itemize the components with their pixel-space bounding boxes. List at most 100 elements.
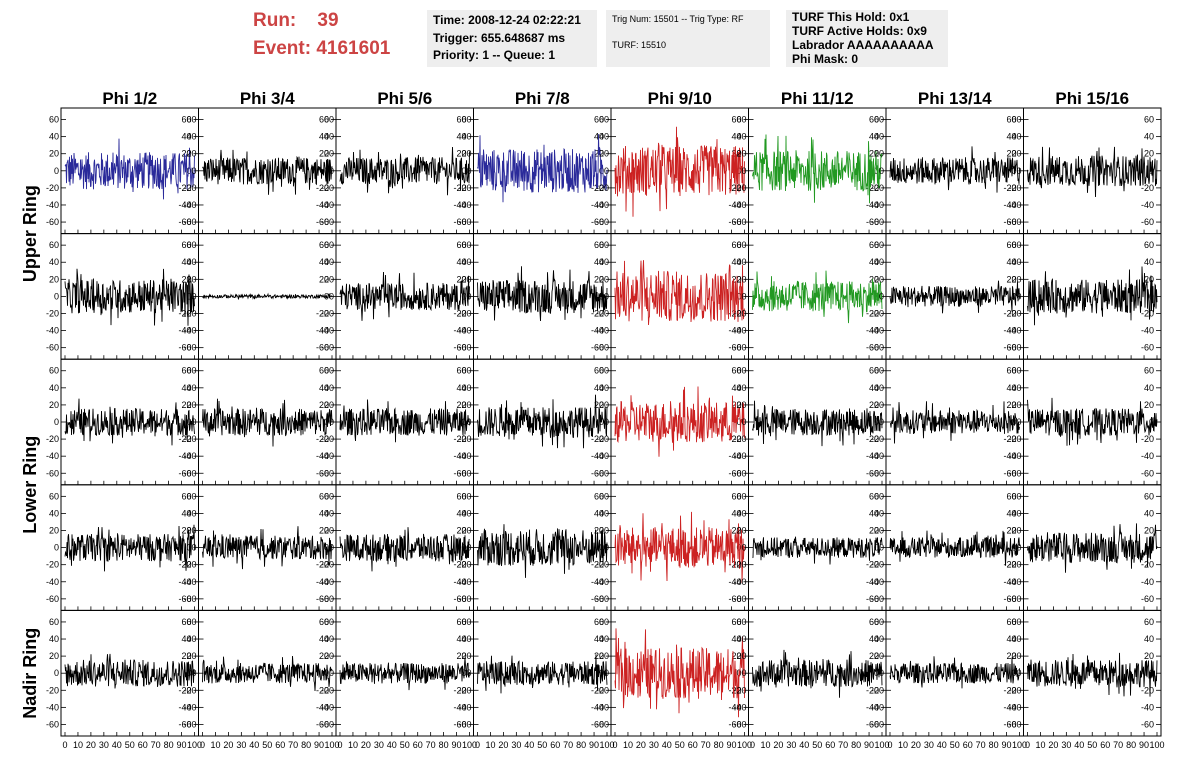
- y-tick-label: 0: [879, 291, 884, 301]
- y-tick-label-right: 40: [1144, 257, 1154, 267]
- y-tick-label-right: 20: [319, 149, 329, 159]
- y-tick-label: 0: [329, 543, 334, 553]
- waveform-trace: [1027, 146, 1158, 198]
- y-tick-label: 40: [49, 383, 59, 393]
- x-tick-label: 80: [301, 740, 311, 750]
- y-tick-label: -20: [733, 685, 746, 695]
- x-tick-label: 70: [1113, 740, 1123, 750]
- y-tick-label: -60: [183, 594, 196, 604]
- y-tick-label: -40: [458, 200, 471, 210]
- y-tick-label-right: 20: [869, 651, 879, 661]
- y-tick-label-right: -60: [866, 594, 879, 604]
- event-value: 4161601: [316, 38, 391, 59]
- y-tick-label-right: -40: [316, 702, 329, 712]
- x-tick-label: 80: [714, 740, 724, 750]
- y-tick-label-right: 20: [456, 651, 466, 661]
- y-tick-label: -60: [183, 343, 196, 353]
- y-tick-label: -40: [871, 577, 884, 587]
- x-tick-label: 100: [874, 740, 889, 750]
- y-tick-label: 0: [466, 291, 471, 301]
- y-tick-label: -40: [596, 451, 609, 461]
- y-tick-label-right: -20: [866, 434, 879, 444]
- x-tick-label: 70: [426, 740, 436, 750]
- y-tick-label: 40: [874, 508, 884, 518]
- y-tick-label-right: 60: [869, 366, 879, 376]
- y-tick-label-right: -60: [316, 468, 329, 478]
- x-tick-label: 20: [223, 740, 233, 750]
- y-tick-label-right: 60: [731, 240, 741, 250]
- y-tick-label-right: -60: [316, 719, 329, 729]
- y-tick-label: -20: [733, 560, 746, 570]
- y-tick-label-right: 20: [319, 651, 329, 661]
- y-tick-label: 20: [874, 400, 884, 410]
- x-tick-label: 30: [99, 740, 109, 750]
- y-tick-label: -60: [871, 719, 884, 729]
- y-tick-label-right: -60: [728, 719, 741, 729]
- y-tick-label-right: 20: [456, 526, 466, 536]
- waveform-trace: [339, 399, 470, 443]
- y-tick-label-right: -40: [728, 326, 741, 336]
- y-tick-label-right: 60: [1144, 115, 1154, 125]
- y-tick-label: -60: [733, 594, 746, 604]
- y-tick-label-right: 40: [869, 257, 879, 267]
- y-tick-label-right: -40: [1003, 326, 1016, 336]
- y-tick-label-right: -20: [1003, 434, 1016, 444]
- y-tick-label-right: 40: [456, 634, 466, 644]
- x-tick-label: 60: [138, 740, 148, 750]
- y-tick-label-right: -20: [591, 308, 604, 318]
- y-tick-label-right: 40: [594, 634, 604, 644]
- y-tick-label-right: -60: [591, 217, 604, 227]
- y-tick-label-right: -40: [453, 577, 466, 587]
- y-tick-label-right: -20: [1141, 685, 1154, 695]
- event-line: Event: 4161601: [253, 38, 390, 60]
- y-tick-label-right: 40: [594, 508, 604, 518]
- waveform-trace: [614, 386, 745, 457]
- x-tick-label: 30: [511, 740, 521, 750]
- trig-num-text: Trig Num: 15501 -- Trig Type: RF: [612, 14, 744, 24]
- y-tick-label: 20: [461, 651, 471, 661]
- row-label: Lower Ring: [20, 436, 40, 534]
- y-tick-label: -40: [458, 326, 471, 336]
- y-tick-label: 0: [329, 668, 334, 678]
- y-tick-label-right: 20: [594, 651, 604, 661]
- x-tick-label: 90: [314, 740, 324, 750]
- y-tick-label: -60: [1008, 468, 1021, 478]
- y-tick-label-right: 20: [456, 400, 466, 410]
- y-tick-label-right: 60: [456, 115, 466, 125]
- y-tick-label: 60: [186, 366, 196, 376]
- column-header: Phi 5/6: [377, 89, 432, 108]
- y-tick-label: -20: [46, 685, 59, 695]
- y-tick-label: 40: [186, 634, 196, 644]
- y-tick-label: 0: [191, 543, 196, 553]
- y-tick-label-right: 60: [594, 366, 604, 376]
- y-tick-label: 0: [1016, 668, 1021, 678]
- y-tick-label-right: -20: [591, 560, 604, 570]
- y-tick-label: -40: [596, 200, 609, 210]
- y-tick-label-right: 20: [594, 400, 604, 410]
- y-tick-label-right: -40: [866, 577, 879, 587]
- y-tick-label-right: 60: [181, 366, 191, 376]
- y-tick-label: 20: [324, 400, 334, 410]
- time-info-box: Time: 2008-12-24 02:22:21 Trigger: 655.6…: [427, 10, 597, 67]
- y-tick-label-right: -20: [728, 434, 741, 444]
- y-tick-label: 40: [49, 634, 59, 644]
- x-tick-label: 0: [62, 740, 67, 750]
- y-tick-label-right: 60: [456, 240, 466, 250]
- x-tick-label: 70: [563, 740, 573, 750]
- phi-mask-text: Phi Mask: 0: [792, 52, 859, 66]
- y-tick-label-right: 60: [1006, 240, 1016, 250]
- run-value: 39: [317, 10, 339, 31]
- y-tick-label-right: -60: [453, 719, 466, 729]
- y-tick-label: 20: [186, 400, 196, 410]
- y-tick-label: -60: [46, 468, 59, 478]
- y-tick-label-right: 20: [181, 400, 191, 410]
- y-tick-label: -60: [1008, 343, 1021, 353]
- y-tick-label: 0: [191, 668, 196, 678]
- x-tick-label: 60: [825, 740, 835, 750]
- y-tick-label-right: -40: [1141, 702, 1154, 712]
- y-tick-label-right: -20: [178, 183, 191, 193]
- y-tick-label-right: -20: [316, 685, 329, 695]
- y-tick-label: 40: [874, 132, 884, 142]
- y-tick-label-right: -60: [728, 217, 741, 227]
